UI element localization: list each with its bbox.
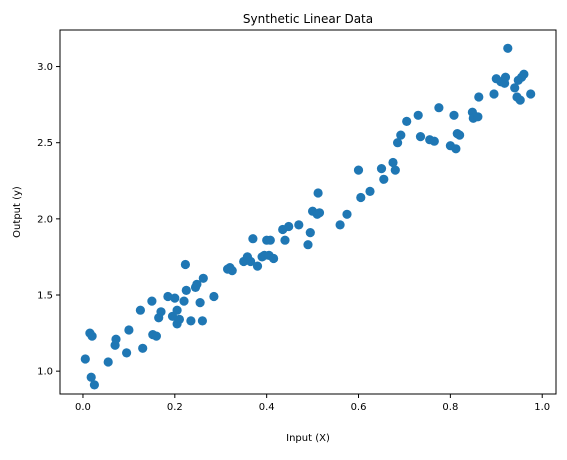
data-point (379, 174, 389, 184)
x-tick-label: 0.0 (75, 402, 91, 413)
data-point (396, 130, 406, 140)
y-tick-label: 2.5 (37, 138, 53, 149)
data-point (209, 291, 219, 302)
data-point (156, 307, 166, 317)
data-point (192, 279, 202, 289)
data-point (510, 83, 520, 93)
data-point (503, 43, 513, 53)
data-point (138, 343, 148, 353)
data-point (111, 334, 121, 344)
data-point (390, 165, 400, 175)
data-point (151, 331, 161, 341)
data-point (303, 240, 313, 250)
x-axis-ticks: 0.0 0.2 0.4 0.6 0.8 1.0 (75, 394, 550, 413)
data-point (174, 314, 184, 324)
data-point (314, 208, 325, 218)
data-point (526, 89, 536, 99)
y-axis-label: Output (y) (12, 186, 23, 238)
y-tick-label: 1.5 (37, 291, 53, 302)
data-point (515, 95, 525, 105)
data-point (87, 331, 97, 341)
data-point (305, 228, 315, 238)
y-tick-label: 1.0 (37, 367, 53, 378)
data-point (198, 273, 208, 283)
data-point (402, 116, 412, 126)
data-point (248, 234, 258, 244)
data-point (519, 69, 529, 79)
data-point (474, 92, 484, 102)
data-point (181, 285, 191, 295)
chart-title: Synthetic Linear Data (243, 12, 373, 26)
x-tick-label: 0.6 (351, 402, 367, 413)
data-point (388, 157, 398, 168)
data-point (179, 296, 189, 306)
data-point (89, 380, 99, 390)
data-point (376, 164, 387, 174)
data-point (172, 305, 182, 315)
data-point (335, 220, 345, 230)
data-point (353, 165, 364, 175)
data-point (342, 209, 352, 219)
y-tick-label: 2.0 (37, 214, 53, 225)
data-point (280, 235, 290, 245)
data-point (265, 235, 275, 245)
data-point (147, 296, 157, 306)
data-point (227, 266, 237, 276)
data-point (473, 112, 483, 122)
data-point (124, 325, 134, 335)
data-point (180, 259, 190, 270)
plot-frame (59, 29, 557, 395)
data-point (103, 357, 113, 367)
data-point (186, 316, 196, 326)
plot-background (60, 30, 556, 394)
data-point (135, 305, 145, 315)
data-point (86, 372, 96, 382)
x-tick-label: 0.8 (442, 402, 458, 413)
y-axis-ticks: 1.0 1.5 2.0 2.5 3.0 (37, 62, 60, 378)
x-tick-label: 1.0 (534, 402, 550, 413)
data-point (415, 132, 426, 142)
data-point (195, 298, 205, 308)
data-point (122, 348, 132, 358)
data-point (489, 89, 499, 99)
data-point (449, 110, 459, 120)
data-point (451, 144, 461, 154)
data-point (269, 253, 279, 264)
data-point (284, 221, 294, 232)
data-point (294, 220, 304, 230)
data-point (313, 188, 323, 198)
data-point (393, 138, 403, 148)
points-layer (80, 43, 536, 390)
x-tick-label: 0.4 (259, 402, 275, 413)
data-point (434, 103, 444, 113)
data-point (197, 316, 207, 326)
data-point (455, 130, 465, 140)
data-point (356, 192, 366, 203)
data-point (170, 293, 180, 303)
data-point (413, 110, 423, 120)
x-tick-label: 0.2 (167, 402, 183, 413)
x-axis-label: Input (X) (286, 433, 330, 444)
data-point (500, 72, 511, 82)
data-point (80, 354, 90, 364)
data-point (365, 186, 375, 196)
data-point (252, 261, 263, 271)
y-tick-label: 3.0 (37, 62, 53, 73)
data-point (246, 256, 256, 267)
data-point (163, 291, 173, 302)
data-point (429, 136, 439, 146)
